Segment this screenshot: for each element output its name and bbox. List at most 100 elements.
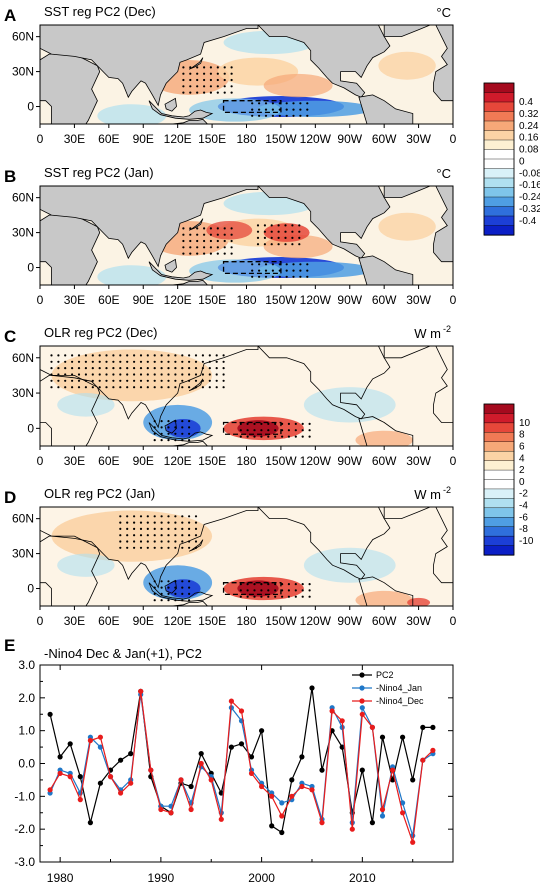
- significance-dot: [298, 224, 301, 227]
- significance-dot: [126, 546, 129, 549]
- significance-dot: [271, 102, 274, 105]
- significance-dot: [174, 373, 177, 376]
- colorbar-label: -6: [519, 512, 528, 523]
- significance-dot: [291, 236, 294, 239]
- data-point: [400, 810, 406, 816]
- significance-dot: [167, 540, 170, 543]
- colorbar-swatch: [483, 111, 515, 122]
- significance-dot: [71, 354, 74, 357]
- significance-dot: [57, 373, 60, 376]
- significance-dot: [182, 72, 185, 75]
- significance-dot: [216, 227, 219, 230]
- significance-dot: [263, 236, 266, 239]
- significance-dot: [174, 439, 177, 442]
- significance-dot: [270, 230, 273, 233]
- x-tick-label: 1990: [148, 871, 175, 885]
- significance-dot: [189, 66, 192, 69]
- significance-dot: [196, 252, 199, 255]
- land-mass: [257, 507, 391, 580]
- data-point: [248, 754, 255, 760]
- significance-dot: [194, 546, 198, 549]
- significance-dot: [277, 224, 280, 227]
- lat-tick-label: 0: [27, 582, 34, 596]
- significance-dot: [299, 269, 302, 272]
- significance-dot: [98, 354, 101, 357]
- panel-letter: C: [4, 327, 16, 346]
- significance-dot: [287, 422, 290, 425]
- significance-dot: [267, 583, 270, 586]
- significance-dot: [253, 595, 256, 598]
- significance-dot: [146, 540, 149, 543]
- lon-tick-label: 150E: [198, 293, 226, 307]
- data-point: [77, 774, 83, 780]
- significance-dot: [308, 435, 311, 438]
- colorbar-swatch: [483, 196, 515, 208]
- significance-dot: [306, 275, 309, 278]
- colorbar-swatch: [483, 187, 515, 198]
- lon-tick-label: 90E: [133, 293, 154, 307]
- significance-dot: [167, 546, 170, 549]
- positive-olr-south-america: [355, 430, 413, 446]
- significance-dot: [223, 227, 226, 230]
- significance-dot: [230, 246, 233, 249]
- land-mass: [358, 576, 414, 606]
- significance-dot: [139, 515, 143, 518]
- lon-tick-label: 0: [450, 614, 457, 628]
- significance-dot: [181, 354, 184, 357]
- significance-dot: [167, 527, 170, 531]
- significance-dot: [91, 373, 94, 376]
- data-point: [309, 787, 315, 793]
- lon-tick-label: 0: [37, 293, 44, 307]
- negative-olr-core: [166, 418, 201, 438]
- significance-dot: [223, 91, 226, 94]
- significance-dot: [223, 239, 226, 243]
- significance-dot: [188, 546, 191, 549]
- land-mass: [257, 25, 391, 98]
- significance-dot: [223, 246, 226, 249]
- significance-dot: [146, 354, 149, 357]
- cold-tongue-east: [257, 100, 373, 118]
- data-point: [87, 820, 93, 826]
- significance-dot: [98, 373, 101, 376]
- significance-dot: [174, 386, 177, 389]
- warm-atlantic: [378, 51, 436, 80]
- significance-dot: [133, 367, 136, 370]
- land-mass: [148, 422, 214, 442]
- significance-dot: [203, 85, 206, 88]
- lon-tick-label: 0: [450, 293, 457, 307]
- lon-tick-label: 120E: [164, 132, 192, 146]
- significance-dot: [174, 420, 177, 423]
- significance-dot: [167, 439, 170, 442]
- significance-dot: [260, 435, 263, 438]
- significance-dot: [133, 386, 136, 389]
- significance-dot: [139, 540, 143, 543]
- significance-dot: [292, 263, 295, 266]
- series--nino4-dec: [47, 688, 436, 845]
- land-mass: [171, 440, 209, 446]
- significance-dot: [153, 373, 156, 376]
- significance-dot: [188, 592, 191, 596]
- significance-dot: [181, 580, 184, 583]
- significance-dot: [246, 595, 249, 598]
- y-tick-label: 2.0: [18, 691, 35, 705]
- significance-dot: [126, 367, 129, 370]
- y-tick-label: -2.0: [14, 822, 35, 836]
- significance-dot: [146, 527, 149, 531]
- cold-anomaly-west: [189, 98, 281, 122]
- significance-dot: [222, 379, 225, 382]
- colorbar-swatch: [483, 507, 515, 518]
- map-field: [40, 507, 453, 606]
- colorbar-swatch: [483, 469, 515, 481]
- lon-tick-label: 150E: [198, 614, 226, 628]
- significance-dot: [119, 534, 122, 537]
- significance-dot: [188, 540, 191, 543]
- map-panel-c: 60N 30N 0 0 30E 60E 90E 120E 150E 180 150W 120W 90W 6…: [4, 324, 457, 468]
- significance-dot: [139, 527, 143, 531]
- significance-dot: [215, 373, 218, 376]
- data-point: [410, 839, 416, 845]
- significance-dot: [84, 379, 87, 382]
- significance-dot: [258, 269, 261, 272]
- significance-dot: [181, 592, 184, 596]
- significance-dot: [301, 583, 304, 586]
